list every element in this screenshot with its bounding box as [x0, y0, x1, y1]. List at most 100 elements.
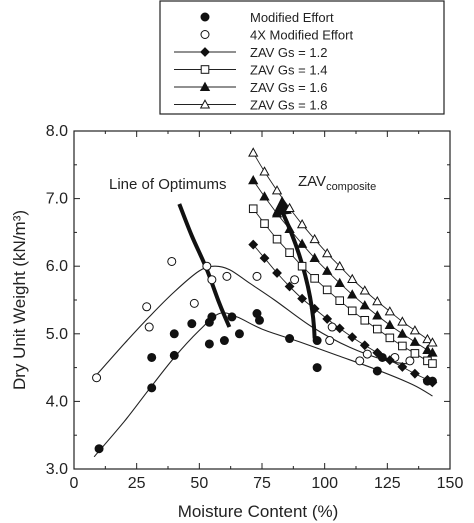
point-filled-circle-1	[147, 383, 157, 393]
x-axis-ticks: 0 25 50 75 100 125 150	[70, 131, 464, 492]
point-filled-circle-5	[187, 319, 197, 329]
point-filled-triangle-7	[334, 277, 345, 288]
point-open-circle-6	[207, 275, 217, 285]
point-filled-diamond-3	[284, 281, 295, 292]
point-open-circle-8	[252, 271, 262, 281]
legend-label: ZAV Gs = 1.4	[250, 63, 327, 78]
chart-annotations: Line of Optimums ZAVcomposite	[109, 173, 376, 193]
point-filled-triangle-10	[372, 310, 383, 320]
point-open-square-11	[385, 333, 395, 343]
point-open-triangle-5	[309, 233, 320, 244]
legend-label: ZAV Gs = 1.6	[250, 80, 327, 95]
x-tick-label: 100	[311, 475, 338, 492]
line-of-optimums-label: Line of Optimums	[109, 176, 227, 193]
point-open-triangle-6	[322, 248, 333, 258]
point-filled-circle-9	[219, 336, 229, 346]
y-axis-title: Dry Unit Weight (kN/m³)	[10, 210, 29, 390]
point-open-square-8	[347, 306, 357, 316]
point-open-square-4	[297, 261, 307, 271]
point-open-square-7	[335, 296, 345, 305]
point-open-circle-1	[142, 302, 152, 312]
point-filled-triangle-12	[397, 328, 408, 338]
point-filled-triangle-15	[427, 347, 438, 357]
point-open-square-3	[285, 248, 294, 257]
x-tick-label: 125	[374, 475, 401, 492]
zav-composite-label: ZAVcomposite	[298, 173, 376, 193]
point-filled-diamond-1	[259, 253, 270, 263]
point-filled-triangle-0	[248, 175, 259, 185]
point-filled-diamond-9	[359, 340, 370, 351]
point-open-triangle-3	[284, 202, 295, 213]
x-tick-label: 25	[128, 475, 146, 492]
zav-curve-5	[252, 208, 433, 364]
point-filled-circle-16	[312, 363, 322, 373]
point-open-triangle-14	[422, 333, 433, 344]
point-filled-circle-13	[254, 315, 264, 325]
point-open-square-9	[360, 315, 370, 325]
point-filled-triangle-8	[347, 289, 358, 299]
legend-label: ZAV Gs = 1.2	[250, 45, 327, 60]
point-open-circle-5	[202, 261, 212, 271]
x-tick-label: 150	[437, 475, 464, 492]
point-open-circle-11	[327, 322, 337, 332]
legend-marker-open-circle	[200, 30, 210, 39]
point-open-circle-0	[92, 373, 102, 383]
point-open-circle-7	[222, 271, 232, 281]
point-open-triangle-15	[427, 337, 438, 347]
point-open-circle-2	[144, 322, 154, 332]
zav-curve-4	[252, 244, 433, 383]
point-open-triangle-1	[259, 166, 270, 176]
point-filled-triangle-11	[384, 319, 395, 329]
point-open-circle-15	[405, 356, 415, 366]
y-tick-label: 8.0	[46, 123, 68, 140]
point-filled-circle-2	[147, 352, 157, 362]
point-open-square-15	[428, 359, 437, 368]
point-open-circle-4	[189, 298, 199, 308]
x-axis-title: Moisture Content (%)	[178, 502, 339, 521]
point-filled-circle-11	[234, 329, 244, 339]
x-tick-label: 50	[190, 475, 208, 492]
point-filled-diamond-15	[427, 377, 438, 388]
point-filled-diamond-12	[397, 362, 408, 372]
point-open-square-10	[373, 324, 382, 334]
point-filled-circle-4	[169, 329, 179, 339]
point-filled-triangle-14	[422, 344, 433, 354]
point-filled-circle-17	[372, 366, 382, 376]
y-tick-label: 5.0	[46, 326, 68, 343]
point-filled-circle-14	[285, 334, 295, 344]
point-filled-diamond-7	[334, 323, 345, 334]
zav-curve-6	[252, 180, 433, 354]
point-filled-triangle-6	[322, 265, 333, 275]
point-filled-diamond-6	[322, 314, 333, 324]
point-open-square-5	[310, 274, 319, 283]
point-open-triangle-7	[334, 260, 345, 271]
point-filled-diamond-13	[409, 368, 420, 379]
y-axis-ticks: 3.0 4.0 5.0 6.0 7.0 8.0	[46, 123, 450, 478]
legend-marker-filled-diamond	[200, 47, 210, 57]
point-filled-circle-8	[207, 312, 217, 322]
point-filled-diamond-10	[372, 347, 383, 358]
point-filled-diamond-5	[309, 303, 320, 314]
y-tick-label: 4.0	[46, 393, 68, 410]
legend-marker-open-triangle	[199, 99, 211, 109]
point-open-square-0	[248, 204, 258, 214]
fit-curve-2	[93, 312, 433, 458]
legend-marker-filled-circle	[200, 12, 210, 22]
zav-label-subscript: composite	[326, 181, 376, 193]
y-tick-label: 7.0	[46, 191, 68, 208]
y-tick-label: 6.0	[46, 258, 68, 275]
point-filled-triangle-2	[271, 208, 283, 218]
point-filled-triangle-3	[284, 223, 295, 233]
point-filled-circle-15	[312, 336, 322, 346]
fit-curve-3	[93, 265, 413, 379]
point-filled-triangle-13	[409, 336, 421, 346]
point-open-square-12	[398, 341, 407, 351]
point-open-triangle-12	[397, 316, 408, 326]
point-open-circle-13	[362, 349, 372, 359]
point-open-circle-9	[290, 275, 300, 285]
legend-marker-filled-triangle	[199, 81, 211, 91]
point-filled-triangle-9	[359, 300, 370, 310]
point-open-square-6	[322, 285, 332, 295]
point-filled-circle-3	[169, 350, 179, 360]
